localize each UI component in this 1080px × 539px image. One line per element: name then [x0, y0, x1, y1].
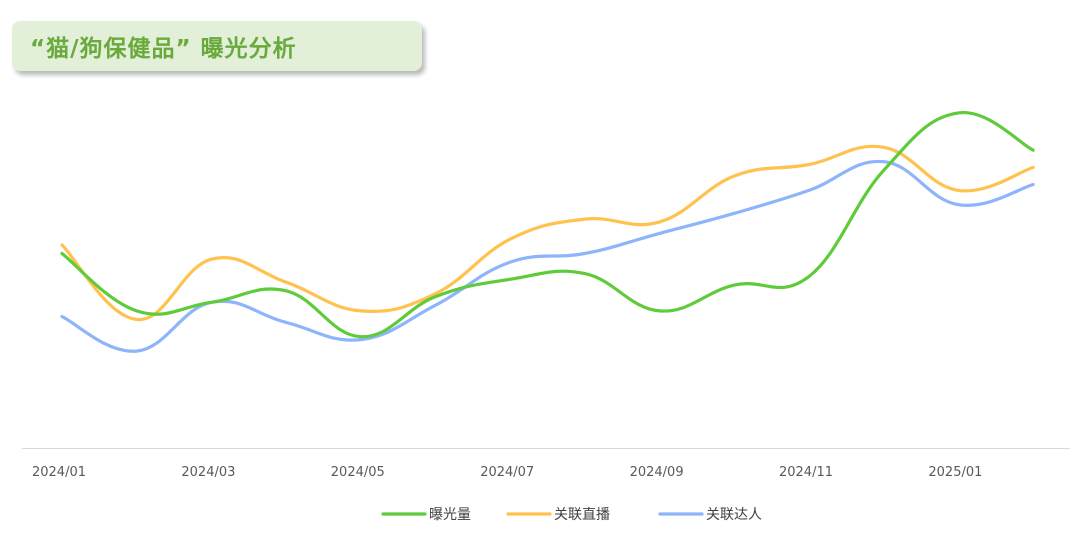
series-layer: [60, 111, 1035, 353]
x-tick-labels: 2024/01 2024/03 2024/05 2024/07 2024/09 2024/…: [32, 465, 982, 480]
series-line-1: [60, 111, 1035, 339]
series-line-2: [60, 144, 1035, 322]
x-tick-label: 2024/03: [181, 465, 235, 480]
x-tick-label: 2024/05: [331, 465, 385, 480]
x-tick-label: 2025/01: [928, 465, 982, 480]
x-tick-label: 2024/11: [779, 465, 833, 480]
legend-label-3: 关联达人: [706, 507, 762, 523]
chart-title: “猫/狗保健品” 曝光分析: [30, 36, 297, 62]
x-tick-label: 2024/07: [480, 465, 534, 480]
legend-label-2: 关联直播: [554, 506, 610, 523]
x-tick-label: 2024/09: [630, 465, 684, 480]
title-box: “猫/狗保健品” 曝光分析: [12, 21, 422, 71]
legend-label-1: 曝光量: [429, 507, 471, 523]
x-tick-label: 2024/01: [32, 465, 86, 480]
legend: 曝光量 关联直播 关联达人: [381, 506, 762, 523]
series-line-3: [60, 159, 1035, 353]
